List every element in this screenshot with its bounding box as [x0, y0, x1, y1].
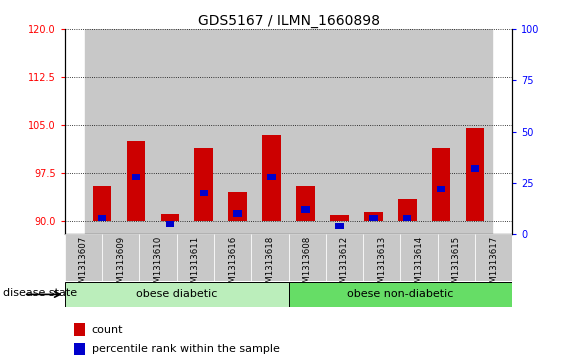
Text: count: count [92, 325, 123, 335]
Text: GSM1313608: GSM1313608 [303, 236, 312, 294]
Text: GSM1313610: GSM1313610 [154, 236, 163, 294]
Bar [153, 29, 187, 234]
Text: GSM1313609: GSM1313609 [116, 236, 125, 294]
Bar [199, 190, 208, 196]
Bar [289, 282, 512, 307]
Bar [398, 199, 417, 221]
Text: disease state: disease state [3, 288, 77, 298]
Bar [221, 29, 254, 234]
Bar [132, 174, 140, 180]
Text: GSM1313611: GSM1313611 [191, 236, 200, 294]
Bar [93, 186, 111, 221]
Text: GSM1313617: GSM1313617 [489, 236, 498, 294]
Bar [262, 135, 281, 221]
Bar [74, 323, 85, 336]
Bar [458, 29, 492, 234]
Bar [229, 192, 247, 221]
Bar [471, 165, 479, 172]
Bar [166, 221, 174, 227]
Text: GSM1313618: GSM1313618 [265, 236, 274, 294]
Text: GSM1313614: GSM1313614 [414, 236, 423, 294]
Text: obese diabetic: obese diabetic [136, 289, 217, 299]
Bar [65, 282, 289, 307]
Bar [214, 234, 251, 281]
Bar [234, 211, 242, 217]
Bar [267, 174, 276, 180]
Text: percentile rank within the sample: percentile rank within the sample [92, 344, 279, 354]
Bar [65, 234, 102, 281]
Bar [364, 212, 383, 221]
Bar [127, 141, 145, 221]
Bar [326, 234, 363, 281]
Bar [251, 234, 288, 281]
Bar [140, 234, 177, 281]
Bar [160, 213, 179, 221]
Text: GSM1313613: GSM1313613 [377, 236, 386, 294]
Bar [335, 223, 343, 229]
Text: GSM1313607: GSM1313607 [79, 236, 88, 294]
Bar [194, 148, 213, 221]
Bar [74, 343, 85, 355]
Bar [119, 29, 153, 234]
Bar [432, 148, 450, 221]
Bar [323, 29, 356, 234]
Bar [403, 215, 412, 221]
Bar [437, 186, 445, 192]
Bar [390, 29, 424, 234]
Bar [289, 234, 326, 281]
Bar [187, 29, 221, 234]
Text: GSM1313616: GSM1313616 [228, 236, 237, 294]
Bar [289, 29, 323, 234]
Bar [102, 234, 139, 281]
Bar [424, 29, 458, 234]
Bar [369, 215, 378, 221]
Bar [363, 234, 400, 281]
Bar [301, 206, 310, 213]
Text: obese non-diabetic: obese non-diabetic [347, 289, 454, 299]
Bar [400, 234, 438, 281]
Bar [438, 234, 475, 281]
Bar [356, 29, 390, 234]
Title: GDS5167 / ILMN_1660898: GDS5167 / ILMN_1660898 [198, 14, 379, 28]
Bar [330, 215, 348, 221]
Text: GSM1313612: GSM1313612 [340, 236, 349, 294]
Bar [254, 29, 289, 234]
Bar [98, 215, 106, 221]
Bar [475, 234, 512, 281]
Bar [466, 129, 484, 221]
Bar [296, 186, 315, 221]
Bar [177, 234, 214, 281]
Text: GSM1313615: GSM1313615 [452, 236, 461, 294]
Bar [85, 29, 119, 234]
